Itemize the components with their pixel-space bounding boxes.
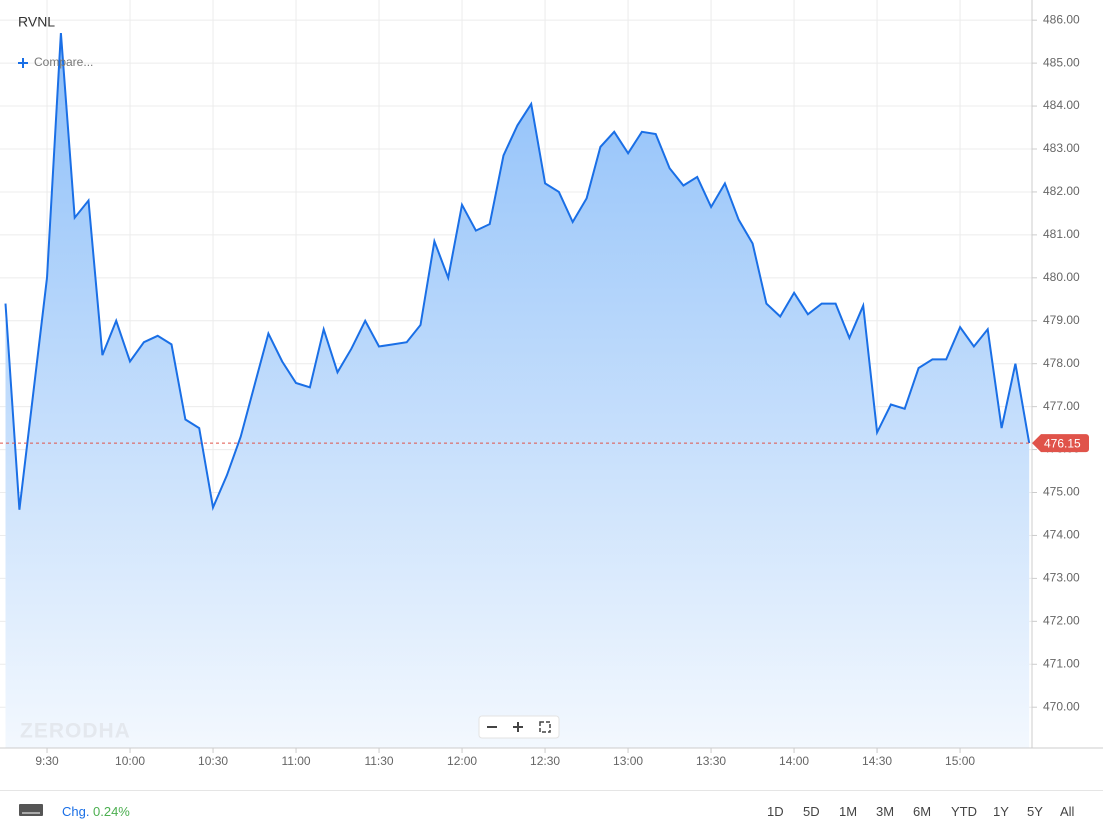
x-tick-label: 9:30 (35, 754, 59, 768)
range-button[interactable]: All (1060, 804, 1075, 819)
last-price-label: 476.15 (1044, 436, 1081, 450)
price-line (4, 33, 1031, 511)
zoom-controls (478, 715, 560, 739)
y-tick-label: 480.00 (1043, 270, 1080, 284)
change-label: Chg. (62, 804, 90, 819)
range-button[interactable]: 5D (803, 804, 820, 819)
x-tick-label: 10:30 (198, 754, 228, 768)
watermark: ZERODHA (20, 720, 131, 743)
range-button[interactable]: 3M (876, 804, 895, 819)
y-tick-label: 482.00 (1043, 184, 1080, 198)
chart-title: RVNL (18, 14, 55, 30)
x-tick-label: 11:30 (364, 754, 393, 768)
chart: RVNL Compare... ZERODHA 470.00 471.00 472.… (0, 0, 1103, 768)
range-button[interactable]: 1D (767, 804, 784, 819)
y-tick-label: 474.00 (1043, 528, 1080, 542)
x-tick-label: 11:00 (281, 754, 310, 768)
x-tick-label: 14:30 (862, 754, 892, 768)
x-tick-label: 14:00 (779, 754, 809, 768)
range-button[interactable]: 1Y (993, 804, 1009, 819)
keyboard-icon[interactable] (18, 802, 44, 821)
last-price-tag (1032, 434, 1089, 453)
x-tick-label: 12:30 (530, 754, 560, 768)
compare-label[interactable]: Compare... (34, 55, 93, 69)
range-button[interactable]: 1M (839, 804, 858, 819)
compare-button[interactable]: Compare... (18, 55, 93, 69)
y-tick-label: 483.00 (1043, 141, 1080, 155)
y-tick-label: 479.00 (1043, 313, 1080, 327)
keyboard[interactable] (18, 802, 44, 818)
x-tick-label: 13:30 (696, 754, 726, 768)
range-button[interactable]: 6M (913, 804, 932, 819)
y-tick-label: 484.00 (1043, 98, 1080, 112)
y-tick-label: 486.00 (1043, 12, 1080, 26)
x-tick-label: 12:00 (447, 754, 477, 768)
toolbar: Chg. 0.24% 1D 5D 1M 3M 6M YTD 1Y 5Y All (0, 790, 1103, 838)
y-tick-label: 473.00 (1043, 571, 1080, 585)
y-tick-label: 471.00 (1043, 656, 1080, 670)
y-tick-label: 478.00 (1043, 356, 1080, 370)
x-tick-label: 10:00 (115, 754, 145, 768)
x-tick-label: 13:00 (613, 754, 643, 768)
zoom-in[interactable] (513, 722, 523, 732)
y-tick-label: 485.00 (1043, 55, 1080, 69)
area (5, 33, 1030, 749)
y-tick-label: 472.00 (1043, 614, 1080, 628)
range-button[interactable]: YTD (951, 804, 977, 819)
x-tick-label: 15:00 (945, 754, 975, 768)
fullscreen[interactable] (539, 721, 551, 733)
y-tick-label: 475.00 (1043, 485, 1080, 499)
y-tick-label: 477.00 (1043, 399, 1080, 413)
change-value: 0.24% (93, 804, 130, 819)
range-button[interactable]: 5Y (1027, 804, 1043, 819)
y-tick-label: 470.00 (1043, 699, 1080, 713)
y-tick-label: 481.00 (1043, 227, 1080, 241)
